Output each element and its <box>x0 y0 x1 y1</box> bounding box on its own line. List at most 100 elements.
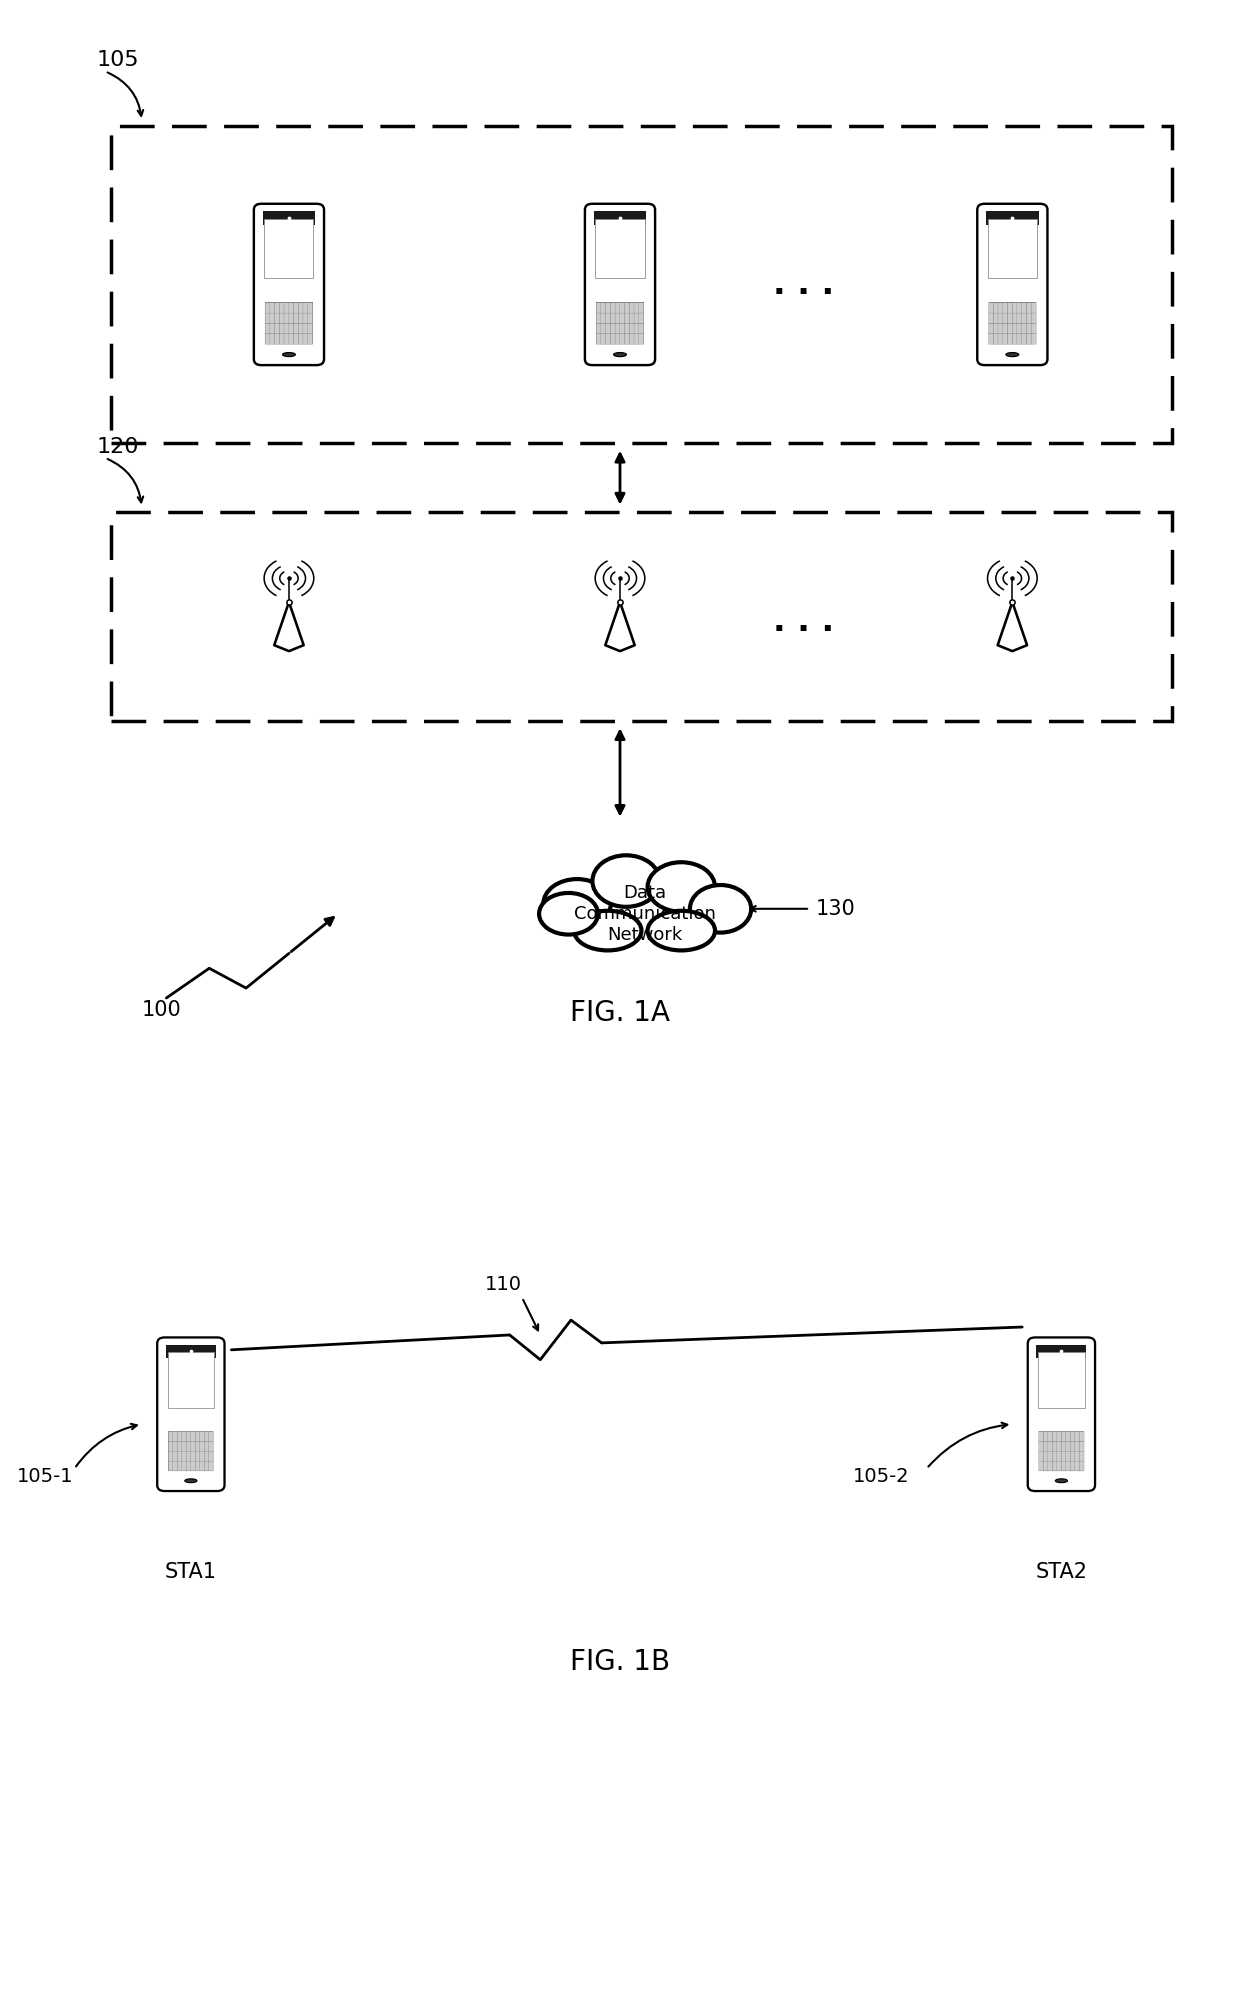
FancyBboxPatch shape <box>205 1431 210 1441</box>
Text: . . .: . . . <box>774 267 835 301</box>
FancyBboxPatch shape <box>265 313 270 323</box>
FancyBboxPatch shape <box>1017 323 1022 333</box>
FancyBboxPatch shape <box>1032 301 1037 313</box>
FancyBboxPatch shape <box>601 323 606 333</box>
FancyBboxPatch shape <box>1007 333 1013 343</box>
Ellipse shape <box>185 1479 197 1483</box>
FancyBboxPatch shape <box>270 333 275 343</box>
FancyBboxPatch shape <box>208 1451 213 1461</box>
Text: 100: 100 <box>141 1000 181 1020</box>
FancyBboxPatch shape <box>615 323 620 333</box>
FancyBboxPatch shape <box>279 323 284 333</box>
FancyBboxPatch shape <box>1061 1451 1066 1461</box>
FancyBboxPatch shape <box>601 313 606 323</box>
FancyBboxPatch shape <box>610 333 615 343</box>
FancyBboxPatch shape <box>988 313 993 323</box>
FancyBboxPatch shape <box>289 313 294 323</box>
Bar <box>988 301 1037 343</box>
FancyBboxPatch shape <box>1070 1431 1075 1441</box>
FancyBboxPatch shape <box>1032 333 1037 343</box>
FancyBboxPatch shape <box>208 1441 213 1451</box>
FancyBboxPatch shape <box>1003 333 1008 343</box>
FancyBboxPatch shape <box>205 1461 210 1471</box>
FancyBboxPatch shape <box>1027 333 1032 343</box>
FancyBboxPatch shape <box>284 313 289 323</box>
FancyBboxPatch shape <box>264 220 314 277</box>
FancyBboxPatch shape <box>620 301 625 313</box>
Bar <box>594 212 646 226</box>
FancyBboxPatch shape <box>998 301 1003 313</box>
FancyBboxPatch shape <box>977 204 1048 365</box>
FancyBboxPatch shape <box>629 301 635 313</box>
FancyBboxPatch shape <box>605 333 611 343</box>
FancyBboxPatch shape <box>596 333 601 343</box>
FancyBboxPatch shape <box>620 313 625 323</box>
FancyBboxPatch shape <box>1038 1353 1085 1407</box>
FancyBboxPatch shape <box>279 333 284 343</box>
FancyBboxPatch shape <box>1043 1451 1048 1461</box>
FancyBboxPatch shape <box>177 1441 182 1451</box>
FancyBboxPatch shape <box>993 323 998 333</box>
FancyBboxPatch shape <box>1012 333 1017 343</box>
FancyBboxPatch shape <box>1017 301 1022 313</box>
FancyBboxPatch shape <box>1070 1451 1075 1461</box>
FancyBboxPatch shape <box>639 323 644 333</box>
Polygon shape <box>605 603 635 651</box>
FancyBboxPatch shape <box>1027 313 1032 323</box>
FancyBboxPatch shape <box>308 313 312 323</box>
FancyBboxPatch shape <box>191 1461 196 1471</box>
FancyBboxPatch shape <box>634 313 639 323</box>
FancyBboxPatch shape <box>1022 333 1027 343</box>
Bar <box>1037 1345 1086 1357</box>
FancyBboxPatch shape <box>1056 1451 1061 1461</box>
FancyBboxPatch shape <box>299 333 304 343</box>
FancyBboxPatch shape <box>284 333 289 343</box>
FancyBboxPatch shape <box>625 313 630 323</box>
FancyBboxPatch shape <box>169 1451 174 1461</box>
FancyBboxPatch shape <box>294 333 299 343</box>
FancyBboxPatch shape <box>289 323 294 333</box>
FancyBboxPatch shape <box>1056 1431 1061 1441</box>
FancyBboxPatch shape <box>191 1431 196 1441</box>
FancyBboxPatch shape <box>610 323 615 333</box>
FancyBboxPatch shape <box>1079 1451 1084 1461</box>
FancyBboxPatch shape <box>294 301 299 313</box>
FancyBboxPatch shape <box>1070 1441 1075 1451</box>
FancyBboxPatch shape <box>1043 1441 1048 1451</box>
FancyBboxPatch shape <box>191 1451 196 1461</box>
FancyBboxPatch shape <box>1048 1431 1053 1441</box>
FancyBboxPatch shape <box>195 1461 200 1471</box>
FancyBboxPatch shape <box>172 1451 177 1461</box>
FancyBboxPatch shape <box>299 301 304 313</box>
FancyBboxPatch shape <box>639 313 644 323</box>
Bar <box>263 212 315 226</box>
Ellipse shape <box>1006 353 1019 357</box>
FancyBboxPatch shape <box>182 1431 186 1441</box>
FancyBboxPatch shape <box>1012 323 1017 333</box>
Text: . . .: . . . <box>774 605 835 639</box>
Ellipse shape <box>647 862 715 912</box>
FancyBboxPatch shape <box>1027 301 1032 313</box>
FancyBboxPatch shape <box>284 323 289 333</box>
Bar <box>112 513 1172 721</box>
Text: 130: 130 <box>816 898 856 918</box>
FancyBboxPatch shape <box>1039 1441 1044 1451</box>
FancyBboxPatch shape <box>605 313 611 323</box>
FancyBboxPatch shape <box>1022 313 1027 323</box>
FancyBboxPatch shape <box>1012 313 1017 323</box>
FancyBboxPatch shape <box>615 333 620 343</box>
FancyBboxPatch shape <box>988 323 993 333</box>
FancyBboxPatch shape <box>308 323 312 333</box>
FancyBboxPatch shape <box>1053 1451 1058 1461</box>
FancyBboxPatch shape <box>625 323 630 333</box>
FancyBboxPatch shape <box>205 1451 210 1461</box>
Ellipse shape <box>647 910 715 950</box>
Ellipse shape <box>689 884 751 932</box>
FancyBboxPatch shape <box>601 301 606 313</box>
FancyBboxPatch shape <box>265 301 270 313</box>
FancyBboxPatch shape <box>279 313 284 323</box>
FancyBboxPatch shape <box>1061 1461 1066 1471</box>
Ellipse shape <box>574 910 641 950</box>
FancyBboxPatch shape <box>177 1451 182 1461</box>
FancyBboxPatch shape <box>289 333 294 343</box>
